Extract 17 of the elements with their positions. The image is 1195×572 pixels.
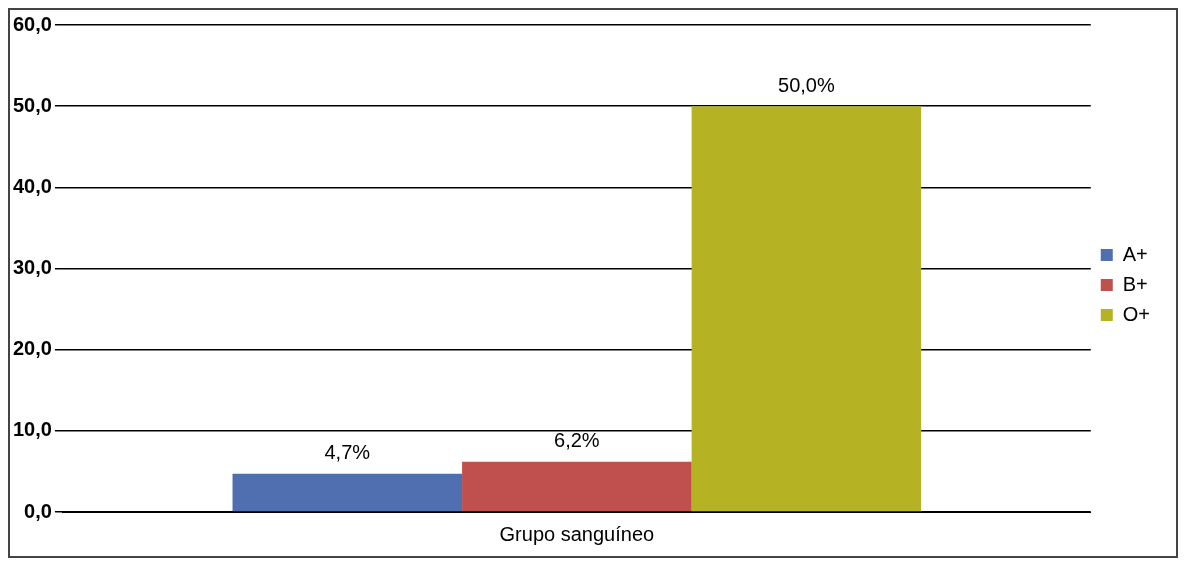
bar — [691, 106, 922, 512]
legend-label: A+ — [1122, 242, 1148, 265]
data-label: 4,7% — [324, 441, 371, 464]
x-tick-label: Grupo sanguíneo — [499, 522, 655, 545]
legend-label: O+ — [1122, 302, 1151, 325]
data-label: 6,2% — [554, 429, 600, 452]
bar — [462, 461, 692, 512]
y-tick-label: 10,0 — [12, 418, 52, 441]
y-tick-label: 30,0 — [12, 256, 52, 279]
y-tick-label: 0,0 — [24, 499, 52, 522]
legend-label: B+ — [1122, 272, 1148, 295]
y-tick-label: 20,0 — [12, 337, 52, 360]
bar — [232, 473, 463, 512]
y-tick-label: 50,0 — [12, 93, 52, 116]
y-tick-label: 40,0 — [12, 174, 52, 197]
y-tick-label: 60,0 — [12, 12, 52, 35]
data-label: 50,0% — [778, 73, 835, 96]
